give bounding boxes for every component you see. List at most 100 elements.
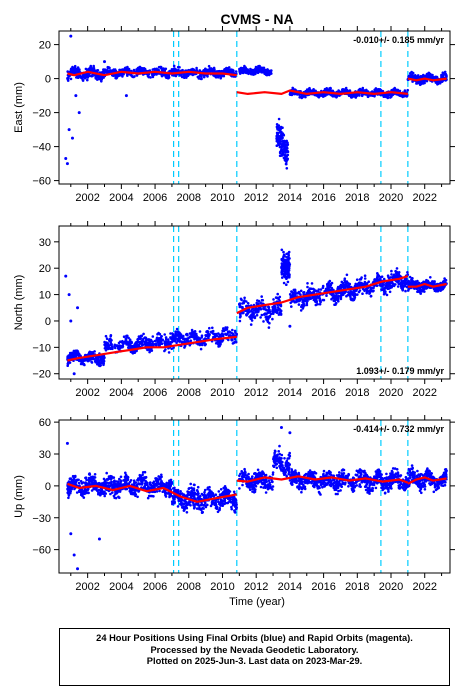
observed-point <box>139 66 142 70</box>
observed-point <box>377 275 380 278</box>
observed-point <box>75 491 79 494</box>
x-tick-label: 2004 <box>109 192 133 204</box>
observed-point <box>159 341 162 344</box>
observed-point <box>280 148 283 151</box>
observed-point <box>208 326 211 330</box>
observed-point <box>157 68 160 72</box>
observed-point <box>249 317 252 320</box>
outlier-point <box>70 136 74 140</box>
observed-point <box>427 71 431 75</box>
observed-point <box>405 282 409 286</box>
observed-point <box>265 72 268 76</box>
observed-point <box>437 287 440 291</box>
observed-point <box>110 483 113 487</box>
x-tick-label: 2018 <box>345 387 369 399</box>
observed-point <box>290 93 294 97</box>
observed-point <box>92 64 95 68</box>
observed-point <box>287 269 291 272</box>
observed-point <box>287 255 290 258</box>
observed-point <box>140 334 144 338</box>
observed-point <box>147 339 150 342</box>
observed-point <box>352 298 356 302</box>
observed-point <box>182 337 186 341</box>
observed-point <box>213 335 217 339</box>
observed-point <box>284 266 288 270</box>
panel-up: 2002 2004 2006 2008 2010 2012 2014 2016 2018 2020… <box>13 415 455 593</box>
observed-point <box>249 67 252 71</box>
observed-point <box>179 73 183 76</box>
observed-point <box>330 281 334 285</box>
model-line-segment <box>236 275 409 315</box>
outlier-point <box>288 324 292 328</box>
observed-point <box>113 343 117 347</box>
observed-point <box>320 93 323 97</box>
observed-point <box>336 285 340 289</box>
observed-point <box>233 337 237 341</box>
observed-point <box>107 344 110 348</box>
observed-point <box>183 76 186 79</box>
observed-point <box>288 257 291 260</box>
observed-point <box>193 330 197 333</box>
observed-point <box>157 337 161 341</box>
observed-point <box>354 282 358 286</box>
observed-point <box>200 77 203 81</box>
observed-point <box>327 281 331 284</box>
observed-point <box>221 339 225 342</box>
observed-point <box>285 154 288 158</box>
observed-point <box>170 337 174 341</box>
observed-point <box>73 68 77 72</box>
observed-point <box>115 76 119 80</box>
observed-point <box>284 140 287 143</box>
observed-point <box>425 74 428 77</box>
observed-point <box>370 286 374 290</box>
observed-point <box>186 337 190 340</box>
y-tick-label: 30 <box>39 237 51 249</box>
observed-point <box>381 283 384 286</box>
observed-point <box>204 67 207 71</box>
observed-point <box>80 482 84 485</box>
observed-point <box>282 250 285 254</box>
observed-point <box>218 333 222 337</box>
observed-point <box>137 335 141 338</box>
observed-point <box>278 299 281 302</box>
observed-point <box>66 79 70 82</box>
observed-point <box>277 143 281 147</box>
observed-point <box>135 349 138 353</box>
observed-point <box>281 139 285 143</box>
observed-point <box>198 337 202 341</box>
observed-point <box>356 282 360 286</box>
observed-point <box>421 286 425 290</box>
outlier-point <box>67 293 71 297</box>
observed-point <box>278 145 282 149</box>
observed-point <box>421 288 425 292</box>
observed-point <box>227 338 230 342</box>
observed-point <box>292 293 296 296</box>
observed-point <box>195 68 199 72</box>
model-line <box>67 70 447 96</box>
observed-point <box>318 302 322 306</box>
observed-point <box>277 313 281 316</box>
x-tick-label: 2014 <box>278 192 302 204</box>
observed-point <box>76 351 80 354</box>
observed-point <box>385 293 389 297</box>
observed-point <box>173 337 177 341</box>
observed-point <box>316 296 320 299</box>
observed-point <box>313 288 316 292</box>
observed-point <box>271 312 275 315</box>
observed-point <box>389 96 392 99</box>
observed-point <box>193 336 197 340</box>
observed-point <box>337 300 340 303</box>
observed-point <box>362 288 366 291</box>
observed-point <box>286 147 289 150</box>
observed-point <box>231 328 234 332</box>
observed-point <box>283 158 287 162</box>
observed-point <box>280 248 284 252</box>
observed-point <box>325 294 328 298</box>
observed-point <box>140 342 143 345</box>
observed-point <box>285 277 288 281</box>
observed-point <box>397 282 401 286</box>
observed-point <box>278 136 282 139</box>
observed-point <box>114 69 118 73</box>
observed-point <box>164 493 167 497</box>
